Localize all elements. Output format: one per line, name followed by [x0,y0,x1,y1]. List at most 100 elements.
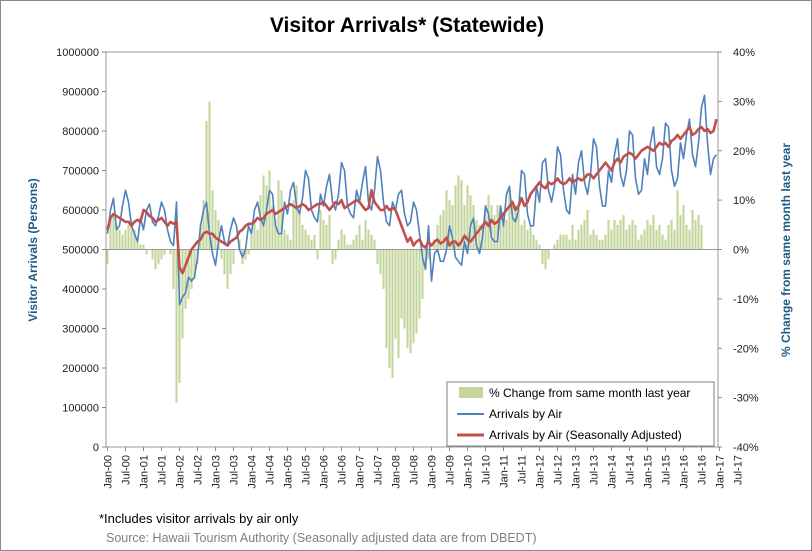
bar [625,229,628,250]
bar [136,239,139,250]
bar [286,234,289,250]
bar [580,224,583,250]
bar [274,219,277,250]
bar [262,175,265,250]
bar [373,239,376,250]
bar [151,249,154,260]
bar [487,195,490,250]
y-axis-label-right: % Change from same month last year [779,143,793,357]
bar [643,229,646,250]
bar [409,249,412,354]
bar [364,219,367,250]
y-tick-label-right: -40% [733,442,759,454]
x-tick-label: Jan-04 [247,455,259,489]
legend-box [446,381,715,447]
bar [634,224,637,250]
bar [607,219,610,250]
bar [541,249,544,265]
bar [496,205,499,250]
legend-swatch-bar [459,387,483,398]
bar [256,229,259,250]
bar [310,239,313,250]
bar [157,249,160,265]
line-air [106,94,718,306]
bar [112,214,115,250]
line-air-seasonally-adjusted [106,118,718,275]
bar [223,249,226,275]
bar [145,249,148,255]
x-tick-label: Jul-16 [697,455,709,485]
x-tick-label: Jan-05 [283,455,295,489]
x-tick-label: Jul-11 [517,455,529,484]
bar [691,210,694,250]
bar [493,214,496,250]
bar [121,234,124,250]
bar [670,219,673,250]
bar [520,224,523,250]
bar [253,219,256,250]
bar [394,249,397,339]
bar [649,224,652,250]
bar [115,224,118,250]
bar [442,210,445,250]
y-tick-label-left: 100000 [62,403,99,415]
bar [478,224,481,250]
bar [553,244,556,250]
bar [316,249,319,260]
x-tick-label: Jan-03 [211,455,223,489]
legend-label-sa: Arrivals by Air (Seasonally Adjusted) [489,428,682,442]
bar [268,170,271,250]
bar [517,210,520,250]
bar [376,249,379,265]
bar [322,219,325,250]
bar [205,121,208,250]
bar [628,224,631,250]
bar [397,249,400,359]
bar [403,249,406,329]
bar [451,205,454,250]
bar [265,185,268,250]
bar [592,229,595,250]
bar [283,229,286,250]
bar [418,249,421,319]
x-tick-label: Jan-17 [715,455,727,489]
axes: 0 100000 200000 300000 400000 500000 600000 700… [56,47,759,489]
y-tick-label-right: -30% [733,393,759,405]
x-tick-label: Jan-15 [643,455,655,489]
bar [337,239,340,250]
bar-series [106,101,703,403]
bar [313,234,316,250]
y-tick-label-left: 500000 [62,245,99,257]
y-tick-label-left: 300000 [62,324,99,336]
x-tick-label: Jul-00 [121,455,133,485]
bar [187,249,190,299]
bar [637,239,640,250]
y-tick-label-right: -10% [733,294,759,306]
chart-title: Visitor Arrivals* (Statewide) [270,14,544,37]
bar [613,219,616,250]
bar [655,229,658,250]
bar [163,249,166,255]
bar [535,239,538,250]
bar [484,205,487,250]
bar [211,190,214,250]
bar [595,234,598,250]
bar [664,239,667,250]
x-tick-label: Jan-07 [355,455,367,489]
y-tick-label-right: 30% [733,96,755,108]
x-tick-label: Jan-11 [499,455,511,488]
bar [361,239,364,250]
bar [118,229,121,250]
bar [208,101,211,250]
bar [385,249,388,349]
bar [448,200,451,250]
x-tick-label: Jul-12 [553,455,565,485]
bar [391,249,394,378]
bar [682,205,685,250]
x-tick-label: Jul-06 [337,455,349,485]
y-tick-label-left: 800000 [62,126,99,138]
y-tick-label-left: 1000000 [56,47,99,59]
bar [400,249,403,319]
bar [193,249,196,280]
bar [472,205,475,250]
